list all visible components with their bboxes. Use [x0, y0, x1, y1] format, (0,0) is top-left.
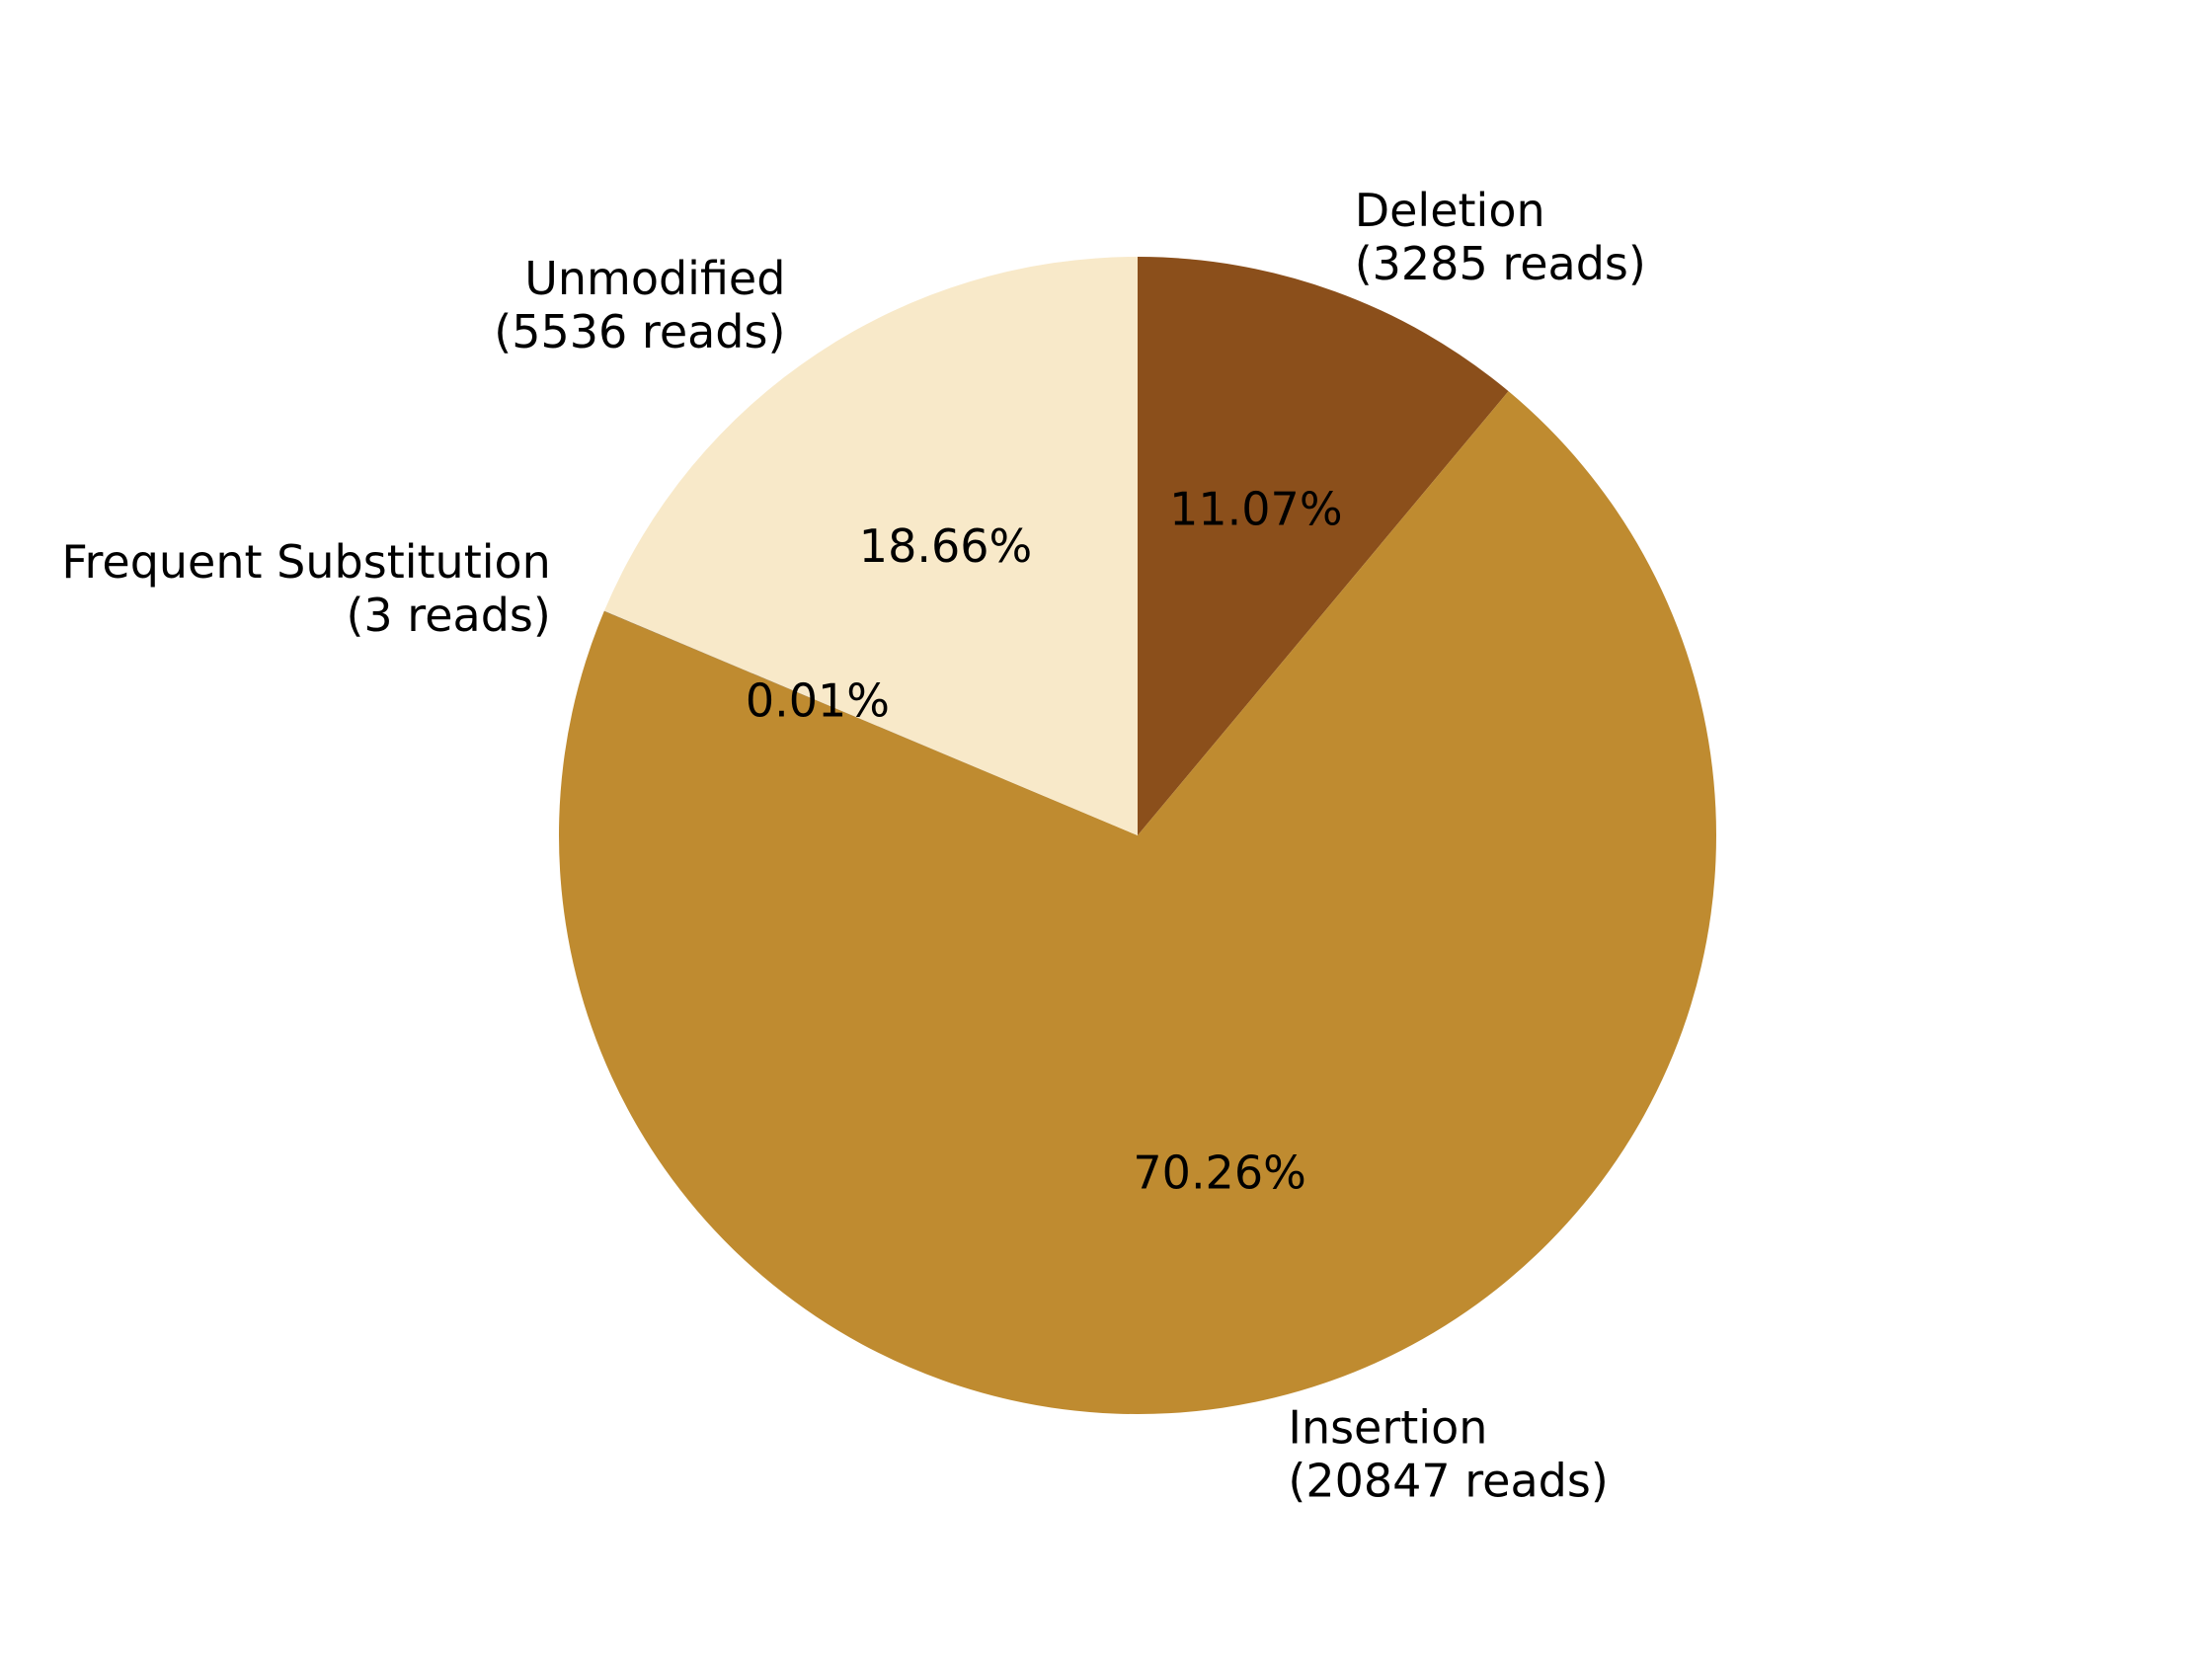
- slice-label-frequent-substitution: Frequent Substitution (3 reads): [61, 535, 550, 642]
- pie-slice-deletion: [1138, 257, 1509, 835]
- pct-label-insertion: 70.26%: [1133, 1146, 1305, 1200]
- pie-labels: 11.07% Deletion (3285 reads) 70.26% Insertio…: [61, 184, 1645, 1507]
- slice-name-deletion: Deletion: [1355, 184, 1545, 237]
- slice-label-unmodified: Unmodified (5536 reads): [494, 252, 785, 358]
- slice-label-insertion: Insertion (20847 reads): [1288, 1400, 1608, 1507]
- slice-reads-insertion: (20847 reads): [1288, 1454, 1608, 1507]
- pct-label-frequent-substitution: 0.01%: [746, 674, 890, 728]
- slice-reads-unmodified: (5536 reads): [494, 305, 785, 358]
- pie-slice-unmodified: [603, 257, 1138, 835]
- slice-name-unmodified: Unmodified: [524, 252, 785, 305]
- pie-slice-frequent-substitution: [603, 610, 1138, 835]
- slice-name-frequent-substitution: Frequent Substitution: [61, 535, 550, 589]
- slice-name-insertion: Insertion: [1288, 1400, 1487, 1454]
- pie-slice-insertion: [559, 391, 1716, 1414]
- slice-reads-deletion: (3285 reads): [1355, 237, 1646, 290]
- pct-label-deletion: 11.07%: [1169, 482, 1342, 535]
- pct-label-unmodified: 18.66%: [859, 519, 1032, 573]
- slice-label-deletion: Deletion (3285 reads): [1355, 184, 1646, 290]
- slice-reads-frequent-substitution: (3 reads): [346, 589, 550, 642]
- pie-slices: [559, 257, 1716, 1414]
